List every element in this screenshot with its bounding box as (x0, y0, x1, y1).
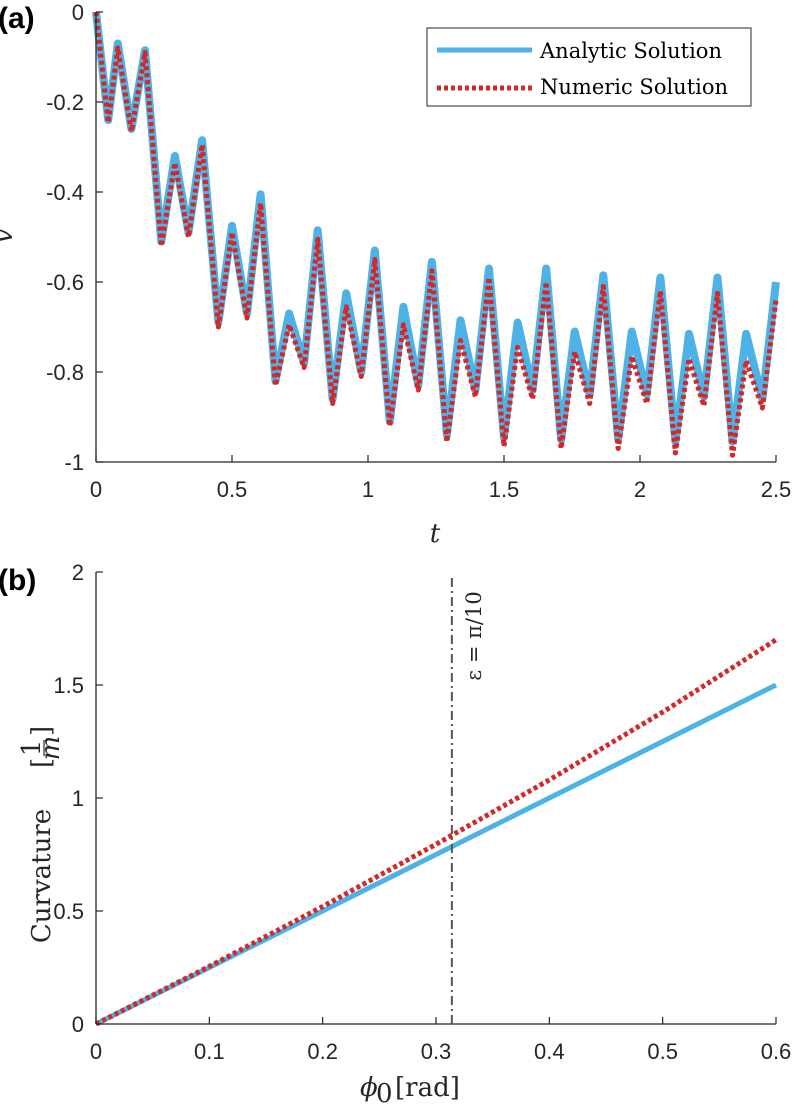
y-tick-label: -1 (64, 450, 84, 475)
svg-text:]: ] (27, 726, 57, 736)
y-tick-label: -0.6 (46, 270, 84, 295)
x-tick-label: 0 (90, 477, 102, 502)
x-tick-label: 0.1 (194, 1039, 225, 1064)
y-tick-label: 1 (72, 786, 84, 811)
y-tick-label: -0.2 (46, 90, 84, 115)
panel-a-x-ticks: 0 0.5 1 1.5 2 2.5 (90, 455, 791, 502)
panel-a-x-axis-label: t (430, 519, 441, 549)
panel-b-x-ticks: 0 0.1 0.2 0.3 0.4 0.5 0.6 (90, 1017, 791, 1064)
svg-text:[: [ (27, 758, 57, 768)
svg-text:0: 0 (376, 1079, 393, 1109)
x-tick-label: 0 (90, 1039, 102, 1064)
x-tick-label: 0.5 (647, 1039, 678, 1064)
svg-text:ϕ: ϕ (360, 1073, 378, 1103)
panel-b-x-axis-label: ϕ 0 [rad] (360, 1073, 460, 1109)
y-tick-label: 2 (72, 560, 84, 585)
y-tick-label: -0.4 (46, 180, 84, 205)
y-tick-label: -0.8 (46, 360, 84, 385)
panel-b-y-axis-label: Curvature [ 1 m ] (17, 726, 66, 943)
panel-a-y-ticks: 0 -0.2 -0.4 -0.6 -0.8 -1 (46, 0, 103, 475)
panel-b-y-ticks: 0 0.5 1 1.5 2 (53, 560, 103, 1037)
x-tick-label: 0.2 (307, 1039, 338, 1064)
panel-b-label: (b) (0, 564, 36, 597)
svg-text:m: m (36, 736, 66, 761)
panel-a-plot-area (92, 11, 780, 458)
epsilon-annotation: ε = π/10 (462, 591, 486, 680)
y-tick-label: 1.5 (53, 673, 84, 698)
x-tick-label: 0.6 (761, 1039, 792, 1064)
x-tick-label: 0.3 (421, 1039, 452, 1064)
y-tick-label: 0 (72, 0, 84, 25)
x-tick-label: 2.5 (761, 477, 792, 502)
panel-a: (a) 0 0.5 1 1.5 2 2.5 0 -0.2 -0.4 -0.6 -0.8 -1 t v… (0, 0, 791, 549)
series-line-numeric (94, 637, 778, 1027)
x-tick-label: 0.4 (534, 1039, 565, 1064)
series-line-numeric (93, 11, 779, 458)
y-tick-label: 0 (72, 1012, 84, 1037)
panel-a-label: (a) (0, 2, 35, 35)
series-line-analytic (92, 11, 780, 446)
svg-text:1: 1 (17, 740, 47, 757)
x-tick-label: 2 (634, 477, 646, 502)
x-tick-label: 1 (362, 477, 374, 502)
panel-b: (b) 0 0.1 0.2 0.3 0.4 0.5 0.6 0 0.5 1 1.5 2 ϕ 0 [r… (0, 560, 791, 1109)
legend-label-numeric: Numeric Solution (540, 75, 728, 99)
y-tick-label: 0.5 (53, 899, 84, 924)
legend-label-analytic: Analytic Solution (539, 39, 722, 63)
x-tick-label: 0.5 (217, 477, 248, 502)
panel-a-y-axis-label: v (0, 228, 19, 243)
legend-box (426, 27, 752, 107)
panel-b-plot-area (94, 637, 778, 1027)
svg-text:[rad]: [rad] (395, 1073, 460, 1103)
svg-text:Curvature: Curvature (27, 809, 57, 943)
x-tick-label: 1.5 (489, 477, 520, 502)
legend: Analytic Solution Numeric Solution (426, 27, 752, 107)
